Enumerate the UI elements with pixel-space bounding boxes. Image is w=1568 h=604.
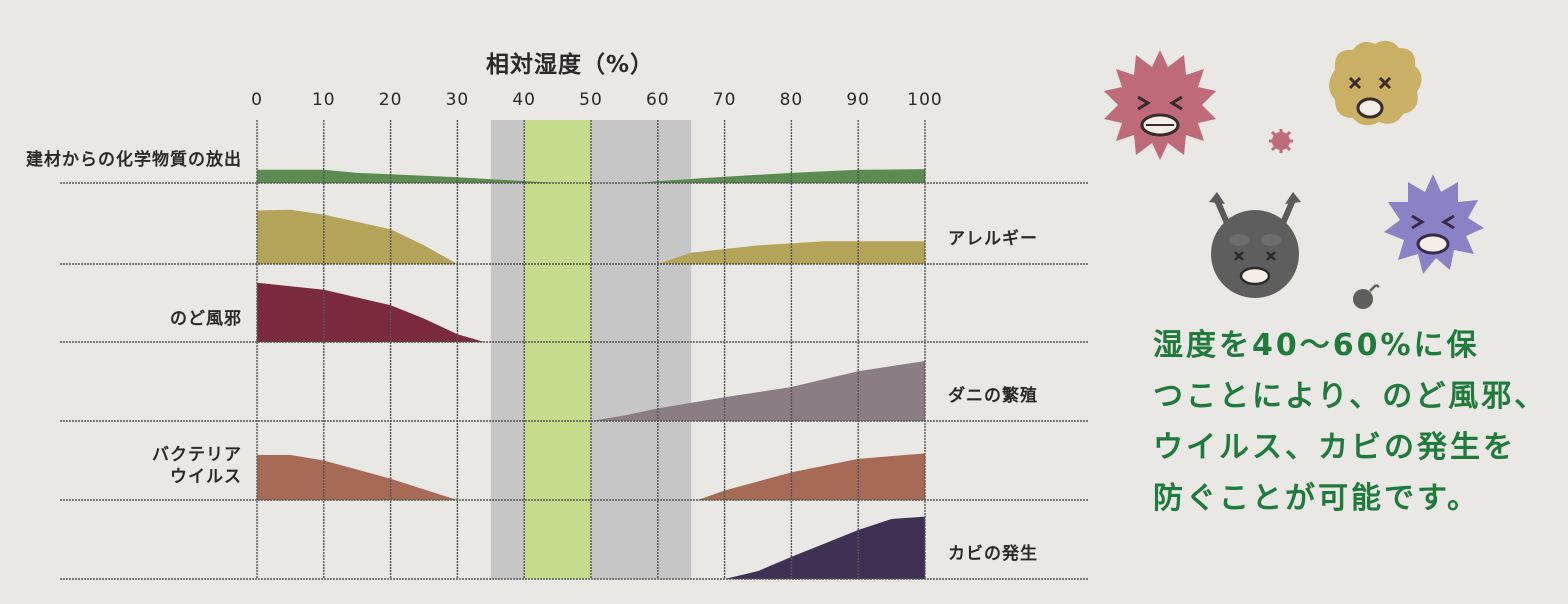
message-line-3: ウイルス、カビの発生を [1153,430,1516,465]
message-line-2: つことにより、のど風邪、 [1153,379,1548,414]
message-line-1: 湿度を40～60%に保 [1153,328,1480,363]
series-label-2: アレルギー [948,229,1038,249]
x-tick-label-60: 60 [645,90,670,110]
x-tick-label-20: 20 [378,90,403,110]
x-tick-label-10: 10 [311,90,336,110]
message-line-4: 防ぐことが可能です。 [1153,481,1480,516]
x-tick-label-90: 90 [846,90,870,110]
x-tick-label-80: 80 [779,90,804,110]
series-label-5: バクテリア ウイルス [152,445,242,487]
x-tick-label-100: 100 [907,90,943,110]
x-tick-label-40: 40 [512,90,536,110]
area-series-5 [257,453,925,500]
chart-title: 相対湿度（%） [485,52,655,78]
x-tick-label-70: 70 [712,90,737,110]
series-label-6: カビの発生 [948,544,1038,564]
gray-germ-icon [1209,192,1301,298]
area-series-3 [257,282,485,342]
small-pink-germ-icon [1269,129,1293,153]
x-tick-label-30: 30 [445,90,470,110]
optimal-humidity-band [524,120,591,579]
series-label-1: 建材からの化学物質の放出 [26,150,242,170]
area-series-1 [257,169,925,183]
red-germ-icon [1104,50,1216,160]
x-tick-label-0: 0 [251,90,263,110]
area-series-4 [591,361,925,421]
yellow-germ-icon [1329,40,1422,126]
area-series-2 [257,209,925,264]
x-tick-label-50: 50 [579,90,603,110]
area-series-6 [724,516,925,579]
series-label-3: のど風邪 [170,309,242,329]
series-label-4: ダニの繁殖 [948,386,1038,406]
humidity-message: 湿度を40～60%に保 つことにより、のど風邪、 ウイルス、カビの発生を 防ぐこ… [1153,320,1553,524]
small-gray-germ-icon [1353,283,1380,309]
purple-germ-icon [1384,174,1484,274]
